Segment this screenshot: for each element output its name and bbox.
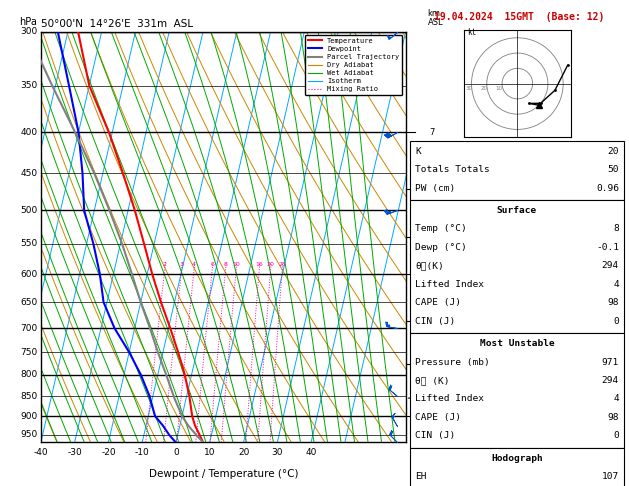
Text: 0: 0 [613, 432, 619, 440]
Text: CIN (J): CIN (J) [415, 317, 455, 326]
Text: 20: 20 [267, 262, 275, 267]
Text: 30: 30 [465, 86, 472, 91]
Text: 107: 107 [602, 472, 619, 481]
Text: 3: 3 [180, 262, 184, 267]
Text: 400: 400 [20, 128, 37, 137]
Text: Most Unstable: Most Unstable [480, 339, 554, 348]
Text: Hodograph: Hodograph [491, 454, 543, 463]
Legend: Temperature, Dewpoint, Parcel Trajectory, Dry Adiabat, Wet Adiabat, Isotherm, Mi: Temperature, Dewpoint, Parcel Trajectory… [305, 35, 402, 95]
Text: 5: 5 [430, 233, 435, 242]
Text: Temp (°C): Temp (°C) [415, 225, 467, 233]
Text: 0: 0 [173, 449, 179, 457]
Text: 10: 10 [204, 449, 216, 457]
Text: 6: 6 [430, 184, 435, 193]
Text: 0: 0 [613, 317, 619, 326]
Text: 1: 1 [430, 412, 435, 420]
Text: 98: 98 [608, 413, 619, 422]
Text: -10: -10 [135, 449, 150, 457]
Text: Dewpoint / Temperature (°C): Dewpoint / Temperature (°C) [148, 469, 298, 479]
Text: 294: 294 [602, 376, 619, 385]
Text: 4: 4 [430, 270, 435, 278]
Text: 20: 20 [481, 86, 487, 91]
Text: hPa: hPa [19, 17, 37, 27]
Text: 4: 4 [613, 280, 619, 289]
Text: 8: 8 [224, 262, 228, 267]
Text: EH: EH [415, 472, 426, 481]
Text: 25: 25 [278, 262, 286, 267]
Text: 300: 300 [20, 27, 37, 36]
Text: 450: 450 [20, 169, 37, 178]
Text: 800: 800 [20, 370, 37, 380]
Text: 3: 3 [430, 316, 435, 325]
Text: 650: 650 [20, 297, 37, 307]
Text: 4: 4 [613, 395, 619, 403]
Text: Mixing Ratio (g/kg): Mixing Ratio (g/kg) [442, 200, 451, 274]
Text: Lifted Index: Lifted Index [415, 280, 484, 289]
Text: 6: 6 [210, 262, 214, 267]
Text: 10: 10 [496, 86, 503, 91]
Text: 550: 550 [20, 239, 37, 248]
Text: 30: 30 [272, 449, 283, 457]
Text: 98: 98 [608, 298, 619, 307]
Text: 40: 40 [306, 449, 317, 457]
Text: Dewp (°C): Dewp (°C) [415, 243, 467, 252]
Text: 950: 950 [20, 431, 37, 439]
Text: K: K [415, 147, 421, 156]
Text: 50: 50 [608, 165, 619, 174]
Text: -40: -40 [33, 449, 48, 457]
Text: 294: 294 [602, 261, 619, 270]
Text: CIN (J): CIN (J) [415, 432, 455, 440]
Text: 700: 700 [20, 324, 37, 332]
Text: 50°00'N  14°26'E  331m  ASL: 50°00'N 14°26'E 331m ASL [41, 19, 193, 30]
Text: 600: 600 [20, 270, 37, 278]
Text: Pressure (mb): Pressure (mb) [415, 358, 490, 366]
Text: km
ASL: km ASL [428, 9, 443, 27]
Text: Surface: Surface [497, 206, 537, 215]
Text: LCL: LCL [415, 394, 428, 402]
Text: 20: 20 [608, 147, 619, 156]
Text: 2: 2 [163, 262, 167, 267]
Text: -20: -20 [101, 449, 116, 457]
Text: -0.1: -0.1 [596, 243, 619, 252]
Text: CAPE (J): CAPE (J) [415, 298, 461, 307]
Text: 10: 10 [232, 262, 240, 267]
Text: 500: 500 [20, 206, 37, 215]
Text: 2: 2 [430, 359, 435, 368]
Text: 900: 900 [20, 412, 37, 420]
Text: Lifted Index: Lifted Index [415, 395, 484, 403]
Text: 350: 350 [20, 81, 37, 90]
Text: 750: 750 [20, 348, 37, 357]
Text: 8: 8 [613, 225, 619, 233]
Text: Totals Totals: Totals Totals [415, 165, 490, 174]
Text: PW (cm): PW (cm) [415, 184, 455, 192]
Text: 971: 971 [602, 358, 619, 366]
Text: -30: -30 [67, 449, 82, 457]
Text: θᴇ(K): θᴇ(K) [415, 261, 444, 270]
Text: 0.96: 0.96 [596, 184, 619, 192]
Text: 16: 16 [255, 262, 263, 267]
Text: θᴇ (K): θᴇ (K) [415, 376, 450, 385]
Text: 20: 20 [238, 449, 249, 457]
Text: CAPE (J): CAPE (J) [415, 413, 461, 422]
Text: kt: kt [467, 28, 476, 37]
Text: 7: 7 [430, 128, 435, 137]
Text: 850: 850 [20, 392, 37, 400]
Text: 4: 4 [192, 262, 196, 267]
Text: 19.04.2024  15GMT  (Base: 12): 19.04.2024 15GMT (Base: 12) [434, 12, 604, 22]
